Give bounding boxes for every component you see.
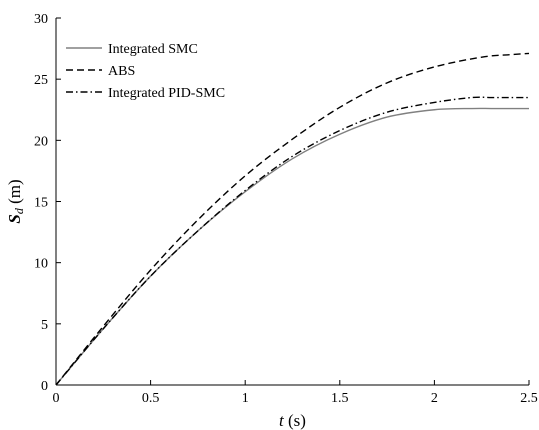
y-tick-label: 30 — [34, 12, 48, 27]
y-tick-label: 0 — [41, 379, 48, 394]
axis-titles: t (s) Sd (m) — [5, 179, 306, 430]
x-tick-label: 2.5 — [520, 391, 538, 406]
legend-label: Integrated SMC — [108, 42, 198, 57]
y-axis-unit: (m) — [5, 179, 24, 208]
legend-label: ABS — [108, 64, 135, 79]
ticks: 0 0.5 1 1.5 2 2.5 0 5 10 15 20 25 30 — [34, 12, 538, 406]
legend: Integrated SMC ABS Integrated PID-SMC — [66, 42, 225, 101]
x-tick-label: 1.5 — [331, 391, 349, 406]
y-axis-subscript: d — [12, 207, 26, 214]
y-axis-var: S — [5, 214, 24, 223]
y-tick-label: 15 — [34, 196, 48, 211]
series-line-2 — [55, 52, 530, 386]
series-line-1 — [55, 107, 529, 386]
x-tick-label: 0.5 — [142, 391, 160, 406]
y-tick-label: 25 — [34, 73, 48, 88]
x-axis-unit: (s) — [284, 411, 306, 430]
series-lines — [55, 52, 530, 386]
x-tick-label: 0 — [53, 391, 60, 406]
y-tick-label: 5 — [41, 318, 48, 333]
x-axis-var: t — [279, 411, 285, 430]
series-line-3 — [55, 96, 529, 386]
y-tick-label: 10 — [34, 257, 48, 272]
x-axis-title: t (s) — [279, 411, 306, 430]
x-tick-label: 2 — [431, 391, 438, 406]
y-axis-title: Sd (m) — [5, 179, 26, 223]
legend-label: Integrated PID-SMC — [108, 86, 225, 101]
x-tick-label: 1 — [242, 391, 249, 406]
y-tick-label: 20 — [34, 134, 48, 149]
